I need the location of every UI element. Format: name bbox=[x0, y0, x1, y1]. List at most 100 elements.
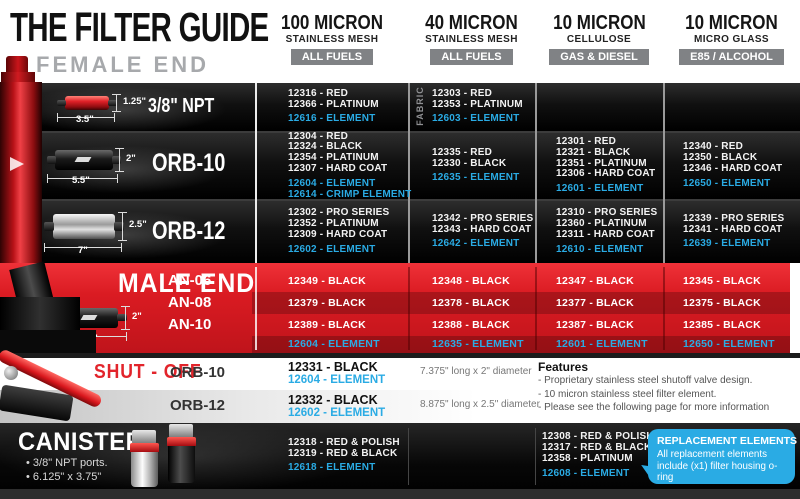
column-media: CELLULOSE bbox=[566, 34, 632, 45]
row-label-orb10: ORB-10 bbox=[152, 149, 226, 177]
column-divider bbox=[408, 428, 409, 485]
cell-orb12-microglass: 12339 - PRO SERIES 12341 - HARD COAT 1263… bbox=[663, 201, 800, 263]
element-numbers: 12639 - ELEMENT bbox=[683, 239, 800, 250]
cell-an10-40micron: 12388 - BLACK bbox=[432, 319, 510, 331]
text-line: 12340 - RED bbox=[683, 141, 744, 153]
shutoff-orb12-part: 12332 - BLACK bbox=[288, 393, 378, 407]
element-numbers: 12603 - ELEMENT bbox=[432, 114, 535, 125]
male-element-40micron: 12635 - ELEMENT bbox=[432, 338, 524, 350]
element-numbers: 12618 - ELEMENT bbox=[288, 463, 438, 474]
text-line: 12303 - RED bbox=[432, 87, 493, 99]
cell-an08-microglass: 12375 - BLACK bbox=[683, 297, 761, 309]
text-line: 12319 - RED & BLACK bbox=[288, 447, 398, 459]
badge-body: All replacement elements include (x1) fi… bbox=[657, 449, 778, 484]
section-label-shutoff: SHUT - OFF bbox=[94, 361, 202, 383]
column-header-10-micron-microglass: 10 MICRON MICRO GLASS E85 / ALCOHOL bbox=[663, 13, 800, 65]
text-line: 12307 - HARD COAT bbox=[288, 163, 388, 174]
part-numbers: 12304 - RED 12324 - BLACK 12354 - PLATINUM… bbox=[288, 130, 408, 175]
dim-line-height bbox=[118, 212, 127, 241]
cell-an08-cellulose: 12377 - BLACK bbox=[556, 297, 634, 309]
row-label-an06: AN-06 bbox=[168, 272, 212, 289]
cell-an06-microglass: 12345 - BLACK bbox=[683, 275, 761, 287]
male-element-100micron: 12604 - ELEMENT bbox=[288, 338, 380, 350]
column-divider bbox=[535, 267, 537, 350]
text-line: 12360 - PLATINUM bbox=[556, 218, 647, 230]
male-element-cellulose: 12601 - ELEMENT bbox=[556, 338, 648, 350]
cell-orb10-100micron: 12304 - RED 12324 - BLACK 12354 - PLATINUM… bbox=[256, 130, 411, 200]
text-line: 12308 - RED & POLISH bbox=[542, 431, 654, 443]
dim-line-height bbox=[121, 306, 130, 330]
part-numbers: 12342 - PRO SERIES 12343 - HARD COAT bbox=[432, 213, 535, 236]
badge-title: REPLACEMENT ELEMENTS bbox=[657, 435, 798, 447]
text-line: - 10 micron stainless steel filter eleme… bbox=[538, 388, 717, 400]
row-npt bbox=[26, 83, 800, 131]
element-numbers: 12650 - ELEMENT bbox=[683, 178, 800, 190]
text-line: 12317 - RED & BLACK bbox=[542, 442, 652, 454]
column-divider bbox=[408, 267, 410, 350]
text-line: - Please see the following page for more… bbox=[538, 402, 770, 413]
row-separator bbox=[26, 131, 800, 133]
text-line: 12346 - HARD COAT bbox=[683, 163, 783, 174]
shutoff-orb12-element: 12602 - ELEMENT bbox=[288, 407, 386, 419]
text-line: 12310 - PRO SERIES bbox=[556, 207, 658, 219]
part-numbers: 12318 - RED & POLISH 12319 - RED & BLACK bbox=[288, 436, 438, 460]
cell-canister-cellulose: 12308 - RED & POLISH 12317 - RED & BLACK 1… bbox=[542, 426, 662, 486]
column-fuel-badge: E85 / ALCOHOL bbox=[679, 49, 784, 65]
element-numbers: 12610 - ELEMENT bbox=[556, 244, 663, 256]
section-label-canister: CANISTER bbox=[18, 428, 144, 456]
element-numbers: 12602 - ELEMENT bbox=[288, 244, 408, 256]
cell-npt-40micron: 12303 - RED 12353 - PLATINUM 12603 - ELEM… bbox=[408, 83, 535, 131]
cell-an08-40micron: 12378 - BLACK bbox=[432, 297, 510, 309]
shutoff-orb10-part: 12331 - BLACK bbox=[288, 360, 378, 374]
features-title: Features bbox=[538, 360, 589, 374]
cell-an10-100micron: 12389 - BLACK bbox=[288, 319, 366, 331]
text-line: 12316 - RED bbox=[288, 87, 349, 99]
section-divider bbox=[0, 353, 800, 358]
text-line: 12324 - BLACK bbox=[288, 141, 363, 153]
cell-npt-100micron: 12316 - RED 12366 - PLATINUM 12616 - ELEM… bbox=[256, 83, 408, 131]
aeromotive-logo-mark bbox=[10, 157, 24, 171]
text-line: 12318 - RED & POLISH bbox=[288, 436, 400, 448]
text-line: • 3/8" NPT ports. bbox=[26, 457, 108, 469]
dim-label-length: 5.5" bbox=[80, 333, 98, 344]
part-numbers: 12302 - PRO SERIES 12352 - PLATINUM 12309 … bbox=[288, 208, 408, 240]
part-numbers: 12339 - PRO SERIES 12341 - HARD COAT bbox=[683, 213, 800, 236]
cell-an06-40micron: 12348 - BLACK bbox=[432, 275, 510, 287]
text-line: - Proprietary stainless steel shutoff va… bbox=[538, 375, 753, 386]
cell-an06-100micron: 12349 - BLACK bbox=[288, 275, 366, 287]
column-divider bbox=[408, 83, 410, 263]
text-line: 12341 - HARD COAT bbox=[683, 223, 783, 235]
dim-label-length: 5.5" bbox=[72, 175, 90, 186]
text-line: 12335 - RED bbox=[432, 146, 493, 158]
cell-orb10-40micron: 12335 - RED 12330 - BLACK 12635 - ELEMENT bbox=[408, 133, 535, 199]
column-media: MICRO GLASS bbox=[694, 34, 769, 45]
text-line: 12304 - RED bbox=[288, 130, 349, 142]
page-title: THE FILTER GUIDE bbox=[10, 4, 269, 50]
shutoff-orb10-size: 7.375" long x 2" diameter bbox=[420, 366, 532, 377]
column-micron: 10 MICRON bbox=[552, 12, 646, 34]
row-separator bbox=[26, 199, 800, 201]
text-line: 12343 - HARD COAT bbox=[432, 223, 532, 235]
dim-line-length bbox=[44, 243, 122, 252]
cell-orb12-40micron: 12342 - PRO SERIES 12343 - HARD COAT 1264… bbox=[408, 201, 535, 263]
text-line: 12321 - BLACK bbox=[556, 146, 631, 158]
text-line: 12366 - PLATINUM bbox=[288, 98, 379, 110]
text-line: 12353 - PLATINUM bbox=[432, 98, 523, 110]
column-header-10-micron-cellulose: 10 MICRON CELLULOSE GAS & DIESEL bbox=[535, 13, 663, 65]
dim-label-height: 2" bbox=[126, 153, 136, 164]
row-label-npt: 3/8" NPT bbox=[148, 95, 215, 117]
column-fuel-badge: ALL FUELS bbox=[290, 49, 374, 65]
part-numbers: 12308 - RED & POLISH 12317 - RED & BLACK 1… bbox=[542, 432, 662, 464]
text-line: 12601 - ELEMENT bbox=[556, 183, 644, 195]
text-line: 12604 - ELEMENT bbox=[288, 177, 376, 189]
cell-orb12-cellulose: 12310 - PRO SERIES 12360 - PLATINUM 12311 … bbox=[535, 201, 663, 263]
row-label-shutoff-orb10: ORB-10 bbox=[170, 364, 226, 381]
text-line: 12603 - ELEMENT bbox=[432, 113, 520, 125]
column-header-100-micron: 100 MICRON STAINLESS MESH ALL FUELS bbox=[256, 13, 408, 65]
dim-line-height bbox=[112, 94, 121, 112]
row-label-shutoff-orb12: ORB-12 bbox=[170, 397, 226, 414]
part-numbers: 12335 - RED 12330 - BLACK bbox=[432, 146, 535, 170]
row-label-an10: AN-10 bbox=[168, 316, 212, 333]
features-list: - Proprietary stainless steel shutoff va… bbox=[538, 374, 769, 415]
